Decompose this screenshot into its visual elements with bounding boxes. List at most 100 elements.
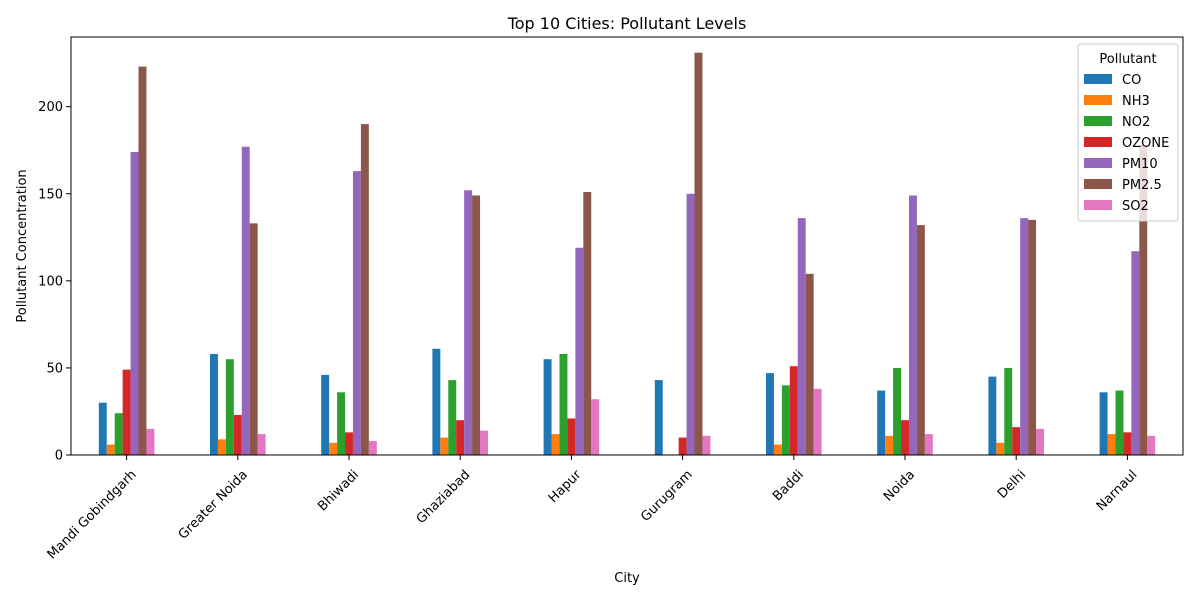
bar-no2-2 <box>337 392 346 455</box>
bar-ozone-0 <box>122 369 131 455</box>
bar-co-0 <box>98 402 107 455</box>
bar-co-9 <box>1099 392 1108 455</box>
bar-so2-9 <box>1147 435 1156 455</box>
bar-co-7 <box>877 390 886 455</box>
y-tick-label: 50 <box>46 361 63 376</box>
bar-no2-7 <box>893 367 902 455</box>
x-tick-label: Greater Noida <box>176 467 251 542</box>
x-axis-label: City <box>614 571 640 586</box>
bar-nh3-3 <box>440 437 449 455</box>
bar-ozone-6 <box>789 366 798 455</box>
bar-no2-6 <box>781 385 790 455</box>
bar-so2-6 <box>813 388 822 455</box>
x-tick-label: Noida <box>881 467 918 504</box>
bar-ozone-5 <box>678 437 687 455</box>
bar-pm10-0 <box>130 151 139 455</box>
legend-label-so2: SO2 <box>1122 199 1149 214</box>
bar-pm2-5-1 <box>249 223 258 455</box>
bar-ozone-8 <box>1012 427 1021 455</box>
bar-nh3-4 <box>551 434 560 455</box>
bar-nh3-8 <box>996 442 1005 455</box>
bar-nh3-0 <box>106 444 115 455</box>
bar-no2-8 <box>1004 367 1013 455</box>
chart-title: Top 10 Cities: Pollutant Levels <box>507 14 747 33</box>
legend-title: Pollutant <box>1099 52 1156 67</box>
bar-so2-7 <box>924 434 933 455</box>
bar-nh3-9 <box>1107 434 1116 455</box>
y-axis: 0 50 100 150 200 <box>38 100 71 464</box>
legend-swatch-pm10 <box>1084 158 1112 168</box>
bar-pm10-4 <box>575 247 584 455</box>
bar-co-6 <box>766 373 774 455</box>
bar-pm10-7 <box>908 195 917 456</box>
bar-nh3-6 <box>773 444 782 455</box>
bar-no2-4 <box>559 353 568 455</box>
bar-nh3-7 <box>885 435 894 455</box>
plot-frame <box>70 36 1184 456</box>
bar-pm10-2 <box>352 171 361 456</box>
x-tick-label: Bhiwadi <box>315 467 362 514</box>
bar-pm2-5-8 <box>1028 219 1037 456</box>
bar-co-2 <box>321 374 330 455</box>
x-tick-label: Baddi <box>770 467 807 504</box>
bar-pm2-5-4 <box>583 192 592 455</box>
bar-ozone-2 <box>345 432 353 455</box>
x-tick-label: Mandi Gobindgarh <box>45 467 140 562</box>
legend-swatch-no2 <box>1084 116 1112 126</box>
bar-pm10-6 <box>797 218 806 455</box>
bar-so2-1 <box>257 434 266 455</box>
bar-pm10-1 <box>241 146 250 455</box>
x-tick-label: Gurugram <box>638 467 695 524</box>
bar-no2-1 <box>225 359 234 455</box>
x-tick-label: Ghaziabad <box>414 467 474 527</box>
bar-ozone-9 <box>1123 432 1132 455</box>
legend-box <box>1077 43 1179 222</box>
y-axis-label: Pollutant Concentration <box>15 169 30 322</box>
legend-label-co: CO <box>1122 73 1141 88</box>
bar-pm2-5-9 <box>1139 144 1148 456</box>
bar-so2-4 <box>591 399 600 455</box>
bar-ozone-1 <box>233 414 242 455</box>
bar-so2-0 <box>146 428 155 456</box>
bar-pm10-3 <box>464 190 473 455</box>
bar-ozone-3 <box>456 420 465 455</box>
legend-swatch-co <box>1084 74 1112 84</box>
bar-pm10-8 <box>1020 218 1029 455</box>
bar-pm2-5-6 <box>805 273 814 455</box>
bars-layer <box>98 52 1156 456</box>
bar-ozone-4 <box>567 418 576 455</box>
bar-co-3 <box>432 348 441 455</box>
legend-label-pm10: PM10 <box>1122 157 1158 172</box>
legend: Pollutant CO NH3 NO2 OZONE PM10 PM2.5 SO2 <box>1077 43 1179 222</box>
bar-pm10-5 <box>686 193 695 455</box>
bar-so2-8 <box>1036 428 1044 456</box>
x-axis: Mandi Gobindgarh Greater Noida Bhiwadi Ghaz… <box>45 455 1140 562</box>
bar-no2-9 <box>1115 390 1124 455</box>
y-tick-label: 0 <box>55 449 63 464</box>
x-tick-label: Delhi <box>995 467 1029 501</box>
legend-swatch-nh3 <box>1084 95 1112 105</box>
legend-label-no2: NO2 <box>1122 115 1150 130</box>
bar-no2-3 <box>448 380 457 455</box>
bar-so2-2 <box>368 441 377 455</box>
bar-no2-0 <box>114 413 123 455</box>
legend-swatch-so2 <box>1084 200 1112 210</box>
legend-label-nh3: NH3 <box>1122 94 1150 109</box>
bar-pm2-5-2 <box>360 124 369 455</box>
legend-swatch-ozone <box>1084 137 1112 147</box>
bar-ozone-7 <box>901 420 909 455</box>
x-tick-label: Hapur <box>546 467 585 506</box>
bar-nh3-2 <box>329 442 338 455</box>
bar-pm2-5-7 <box>916 225 925 455</box>
bar-pm2-5-3 <box>472 195 481 456</box>
legend-swatch-pm2-5 <box>1084 179 1112 189</box>
y-tick-label: 200 <box>38 100 63 115</box>
bar-nh3-1 <box>217 439 226 455</box>
bar-co-4 <box>543 359 552 455</box>
legend-label-ozone: OZONE <box>1122 136 1169 151</box>
bar-so2-3 <box>480 430 488 455</box>
bar-co-1 <box>210 353 218 455</box>
legend-label-pm2-5: PM2.5 <box>1122 178 1162 193</box>
bar-co-8 <box>988 376 997 456</box>
